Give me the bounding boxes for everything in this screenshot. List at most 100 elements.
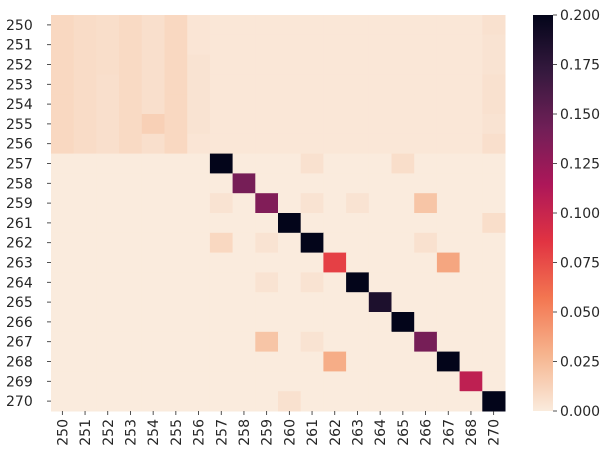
heatmap-cell	[459, 232, 483, 254]
heatmap-cell	[141, 193, 165, 214]
heatmap-cell	[414, 272, 438, 293]
row-tick-label: 270	[6, 394, 33, 410]
heatmap-cell	[209, 34, 234, 56]
heatmap-cell	[368, 331, 392, 353]
heatmap-cell	[187, 213, 211, 234]
heatmap-cell	[459, 272, 483, 293]
heatmap-cell	[232, 232, 256, 254]
heatmap-cell	[482, 292, 506, 313]
heatmap-cell	[141, 94, 165, 115]
heatmap-cell	[414, 94, 438, 115]
heatmap-cell	[436, 74, 461, 95]
heatmap-cell	[300, 153, 324, 174]
row-tick-label: 257	[6, 157, 33, 173]
heatmap-cell	[278, 292, 302, 313]
heatmap-cell	[482, 252, 506, 273]
heatmap-cell	[323, 331, 347, 353]
heatmap-cell	[482, 272, 506, 293]
heatmap-cell	[255, 173, 279, 194]
heatmap-cell	[187, 133, 211, 155]
heatmap-cell	[278, 312, 302, 333]
heatmap-cell	[346, 292, 370, 313]
heatmap-cell	[141, 213, 165, 234]
heatmap-cell	[278, 173, 302, 194]
heatmap-cell	[436, 94, 461, 115]
heatmap-cell	[209, 252, 234, 273]
heatmap-cell	[187, 252, 211, 273]
heatmap-cell	[209, 272, 234, 293]
heatmap-cell	[368, 193, 392, 214]
heatmap-cell	[391, 312, 415, 333]
heatmap-cell	[391, 114, 415, 135]
heatmap-cell	[96, 252, 120, 273]
row-tick-label: 254	[6, 97, 33, 113]
heatmap-cell	[414, 34, 438, 56]
heatmap-cell	[323, 133, 347, 155]
heatmap-cell	[482, 391, 506, 412]
heatmap-cell	[278, 114, 302, 135]
heatmap-cell	[96, 153, 120, 174]
heatmap-cell	[323, 114, 347, 135]
column-tick-label: 257	[214, 419, 230, 446]
heatmap-cell	[323, 94, 347, 115]
heatmap-cell	[482, 54, 506, 75]
heatmap-cell	[119, 272, 143, 293]
heatmap-cell	[278, 252, 302, 273]
heatmap-cell	[436, 15, 461, 36]
heatmap-cell	[300, 34, 324, 56]
heatmap-cell	[368, 74, 392, 95]
heatmap-cell	[278, 15, 302, 36]
heatmap-cell	[255, 371, 279, 392]
heatmap-cell	[346, 312, 370, 333]
heatmap-cell	[232, 74, 256, 95]
heatmap-cell	[255, 15, 279, 36]
heatmap-cell	[96, 391, 120, 412]
row-tick-label: 259	[6, 196, 33, 212]
heatmap-cell	[346, 133, 370, 155]
heatmap-cell	[346, 153, 370, 174]
heatmap-cell	[119, 74, 143, 95]
heatmap-cell	[232, 252, 256, 273]
heatmap-cell	[73, 173, 97, 194]
heatmap-cell	[255, 292, 279, 313]
heatmap-cell	[187, 292, 211, 313]
heatmap-cell	[482, 114, 506, 135]
heatmap-cell	[391, 232, 415, 254]
heatmap-cell	[323, 34, 347, 56]
heatmap-cell	[391, 15, 415, 36]
heatmap-cell	[232, 371, 256, 392]
heatmap-cell	[209, 213, 234, 234]
heatmap-cell	[323, 252, 347, 273]
heatmap-cell	[73, 193, 97, 214]
heatmap-cell	[119, 54, 143, 75]
heatmap-cell	[51, 213, 75, 234]
heatmap-cell	[73, 351, 97, 372]
heatmap-cell	[368, 272, 392, 293]
heatmap-cell	[232, 193, 256, 214]
heatmap-cell	[436, 173, 461, 194]
column-tick-label: 250	[55, 419, 71, 446]
heatmap-cell	[164, 351, 188, 372]
heatmap-cell	[96, 193, 120, 214]
heatmap-cell	[391, 34, 415, 56]
heatmap-cell	[164, 252, 188, 273]
heatmap-cell	[255, 213, 279, 234]
heatmap-cell	[436, 292, 461, 313]
heatmap-cell	[255, 351, 279, 372]
heatmap-cell	[391, 173, 415, 194]
heatmap-cell	[368, 232, 392, 254]
heatmap-cell	[459, 74, 483, 95]
heatmap-cell	[141, 74, 165, 95]
heatmap-cell	[209, 15, 234, 36]
heatmap-cell	[346, 331, 370, 353]
heatmap-cell	[346, 351, 370, 372]
heatmap-cell	[187, 331, 211, 353]
heatmap-cell	[459, 15, 483, 36]
column-tick-label: 268	[464, 419, 480, 446]
heatmap-cell	[119, 94, 143, 115]
heatmap-cell	[51, 272, 75, 293]
heatmap-cell	[255, 153, 279, 174]
heatmap-cell	[459, 133, 483, 155]
row-tick-label: 264	[6, 275, 33, 291]
heatmap-cell	[391, 193, 415, 214]
